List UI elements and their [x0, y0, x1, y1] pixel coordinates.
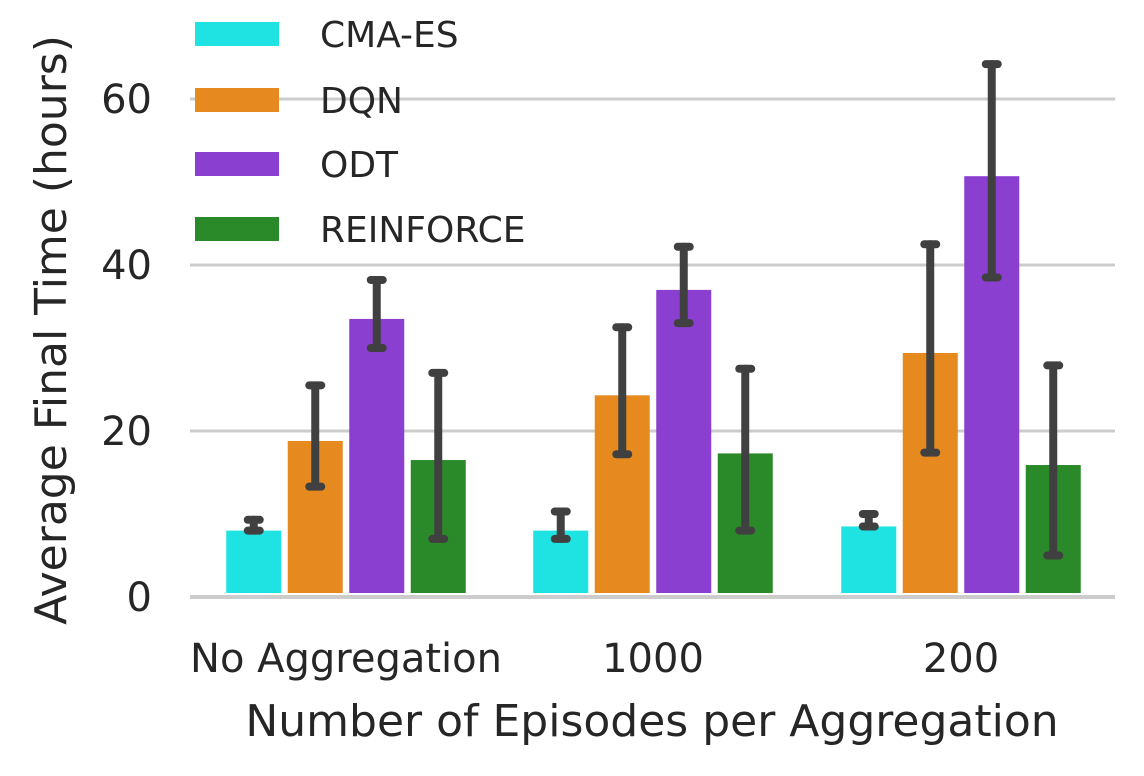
- x-tick-labels: No Aggregation 1000 200: [190, 636, 999, 682]
- y-tick-20: 20: [101, 409, 152, 455]
- bar-odt-0: [349, 318, 405, 593]
- legend-swatch-odt: [195, 152, 279, 176]
- legend-label-cma-es: CMA-ES: [320, 15, 459, 56]
- x-tick-1: 1000: [602, 636, 704, 682]
- bar-cma-es-2: [841, 526, 897, 593]
- legend-label-odt: ODT: [320, 145, 399, 186]
- legend: CMA-ES DQN ODT REINFORCE: [195, 15, 525, 251]
- error-bars: [243, 60, 1064, 560]
- y-tick-40: 40: [101, 243, 152, 289]
- legend-label-reinforce: REINFORCE: [320, 210, 525, 251]
- legend-label-dqn: DQN: [320, 81, 403, 122]
- legend-swatch-reinforce: [195, 217, 279, 241]
- y-tick-0: 0: [127, 575, 152, 621]
- y-axis-label: Average Final Time (hours): [26, 35, 77, 625]
- x-tick-0: No Aggregation: [190, 636, 502, 682]
- y-tick-60: 60: [101, 77, 152, 123]
- bar-cma-es-0: [226, 530, 282, 593]
- grid-lines: [190, 97, 1115, 599]
- bars: [226, 176, 1081, 593]
- x-tick-2: 200: [923, 636, 999, 682]
- x-axis-label: Number of Episodes per Aggregation: [245, 696, 1058, 747]
- y-tick-labels: 0 20 40 60: [101, 77, 152, 621]
- bar-odt-1: [656, 289, 712, 593]
- legend-swatch-cma-es: [195, 22, 279, 46]
- legend-swatch-dqn: [195, 88, 279, 112]
